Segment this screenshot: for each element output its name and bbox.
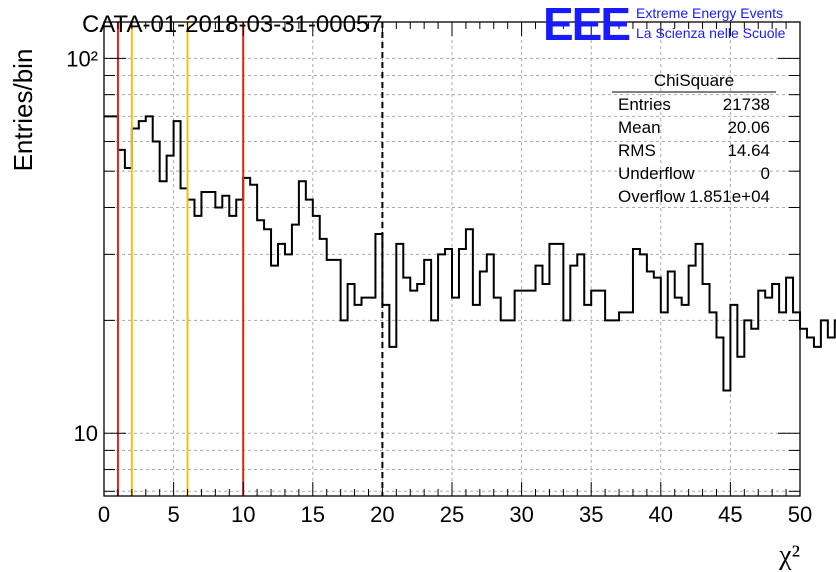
x-axis-label: χ² [778, 540, 800, 571]
x-tick-label: 30 [509, 502, 533, 527]
logo-mark: EEE [543, 0, 629, 50]
tick-labels: 0 5 10 15 20 25 30 35 40 45 50 10 10² [66, 46, 812, 527]
stats-value: 1.851e+04 [689, 187, 770, 206]
x-tick-label: 10 [231, 502, 255, 527]
x-tick-label: 0 [98, 502, 110, 527]
eee-logo: EEE Extreme Energy Events La Scienza nel… [543, 0, 786, 50]
logo-line-2: La Scienza nelle Scuole [636, 25, 786, 41]
stats-title: ChiSquare [654, 71, 734, 90]
cut-lines [116, 22, 384, 496]
stats-value: 0 [761, 164, 770, 183]
x-tick-label: 20 [370, 502, 394, 527]
stats-box: ChiSquare Entries 21738 Mean 20.06 RMS 14.64 U… [612, 71, 776, 206]
stats-value: 20.06 [727, 118, 770, 137]
histogram-bars [104, 115, 836, 392]
x-tick-label: 15 [301, 502, 325, 527]
x-tick-label: 50 [788, 502, 812, 527]
y-axis-label: Entries/bin [8, 49, 38, 172]
axis-ticks [103, 22, 801, 496]
x-tick-label: 25 [440, 502, 464, 527]
y-tick-label: 10² [66, 46, 98, 71]
stats-label: Overflow [618, 187, 686, 206]
x-tick-label: 35 [579, 502, 603, 527]
y-tick-label: 10 [74, 421, 98, 446]
stats-value: 14.64 [727, 141, 770, 160]
x-tick-label: 40 [649, 502, 673, 527]
x-tick-label: 5 [167, 502, 179, 527]
histogram-outline [104, 115, 836, 392]
stats-label: Entries [618, 95, 671, 114]
stats-value: 21738 [723, 95, 770, 114]
stats-label: RMS [618, 141, 656, 160]
x-tick-label: 45 [718, 502, 742, 527]
chart-title: CATA-01-2018-03-31-00057 [82, 11, 383, 38]
logo-line-1: Extreme Energy Events [636, 5, 783, 21]
stats-label: Mean [618, 118, 661, 137]
stats-label: Underflow [618, 164, 695, 183]
